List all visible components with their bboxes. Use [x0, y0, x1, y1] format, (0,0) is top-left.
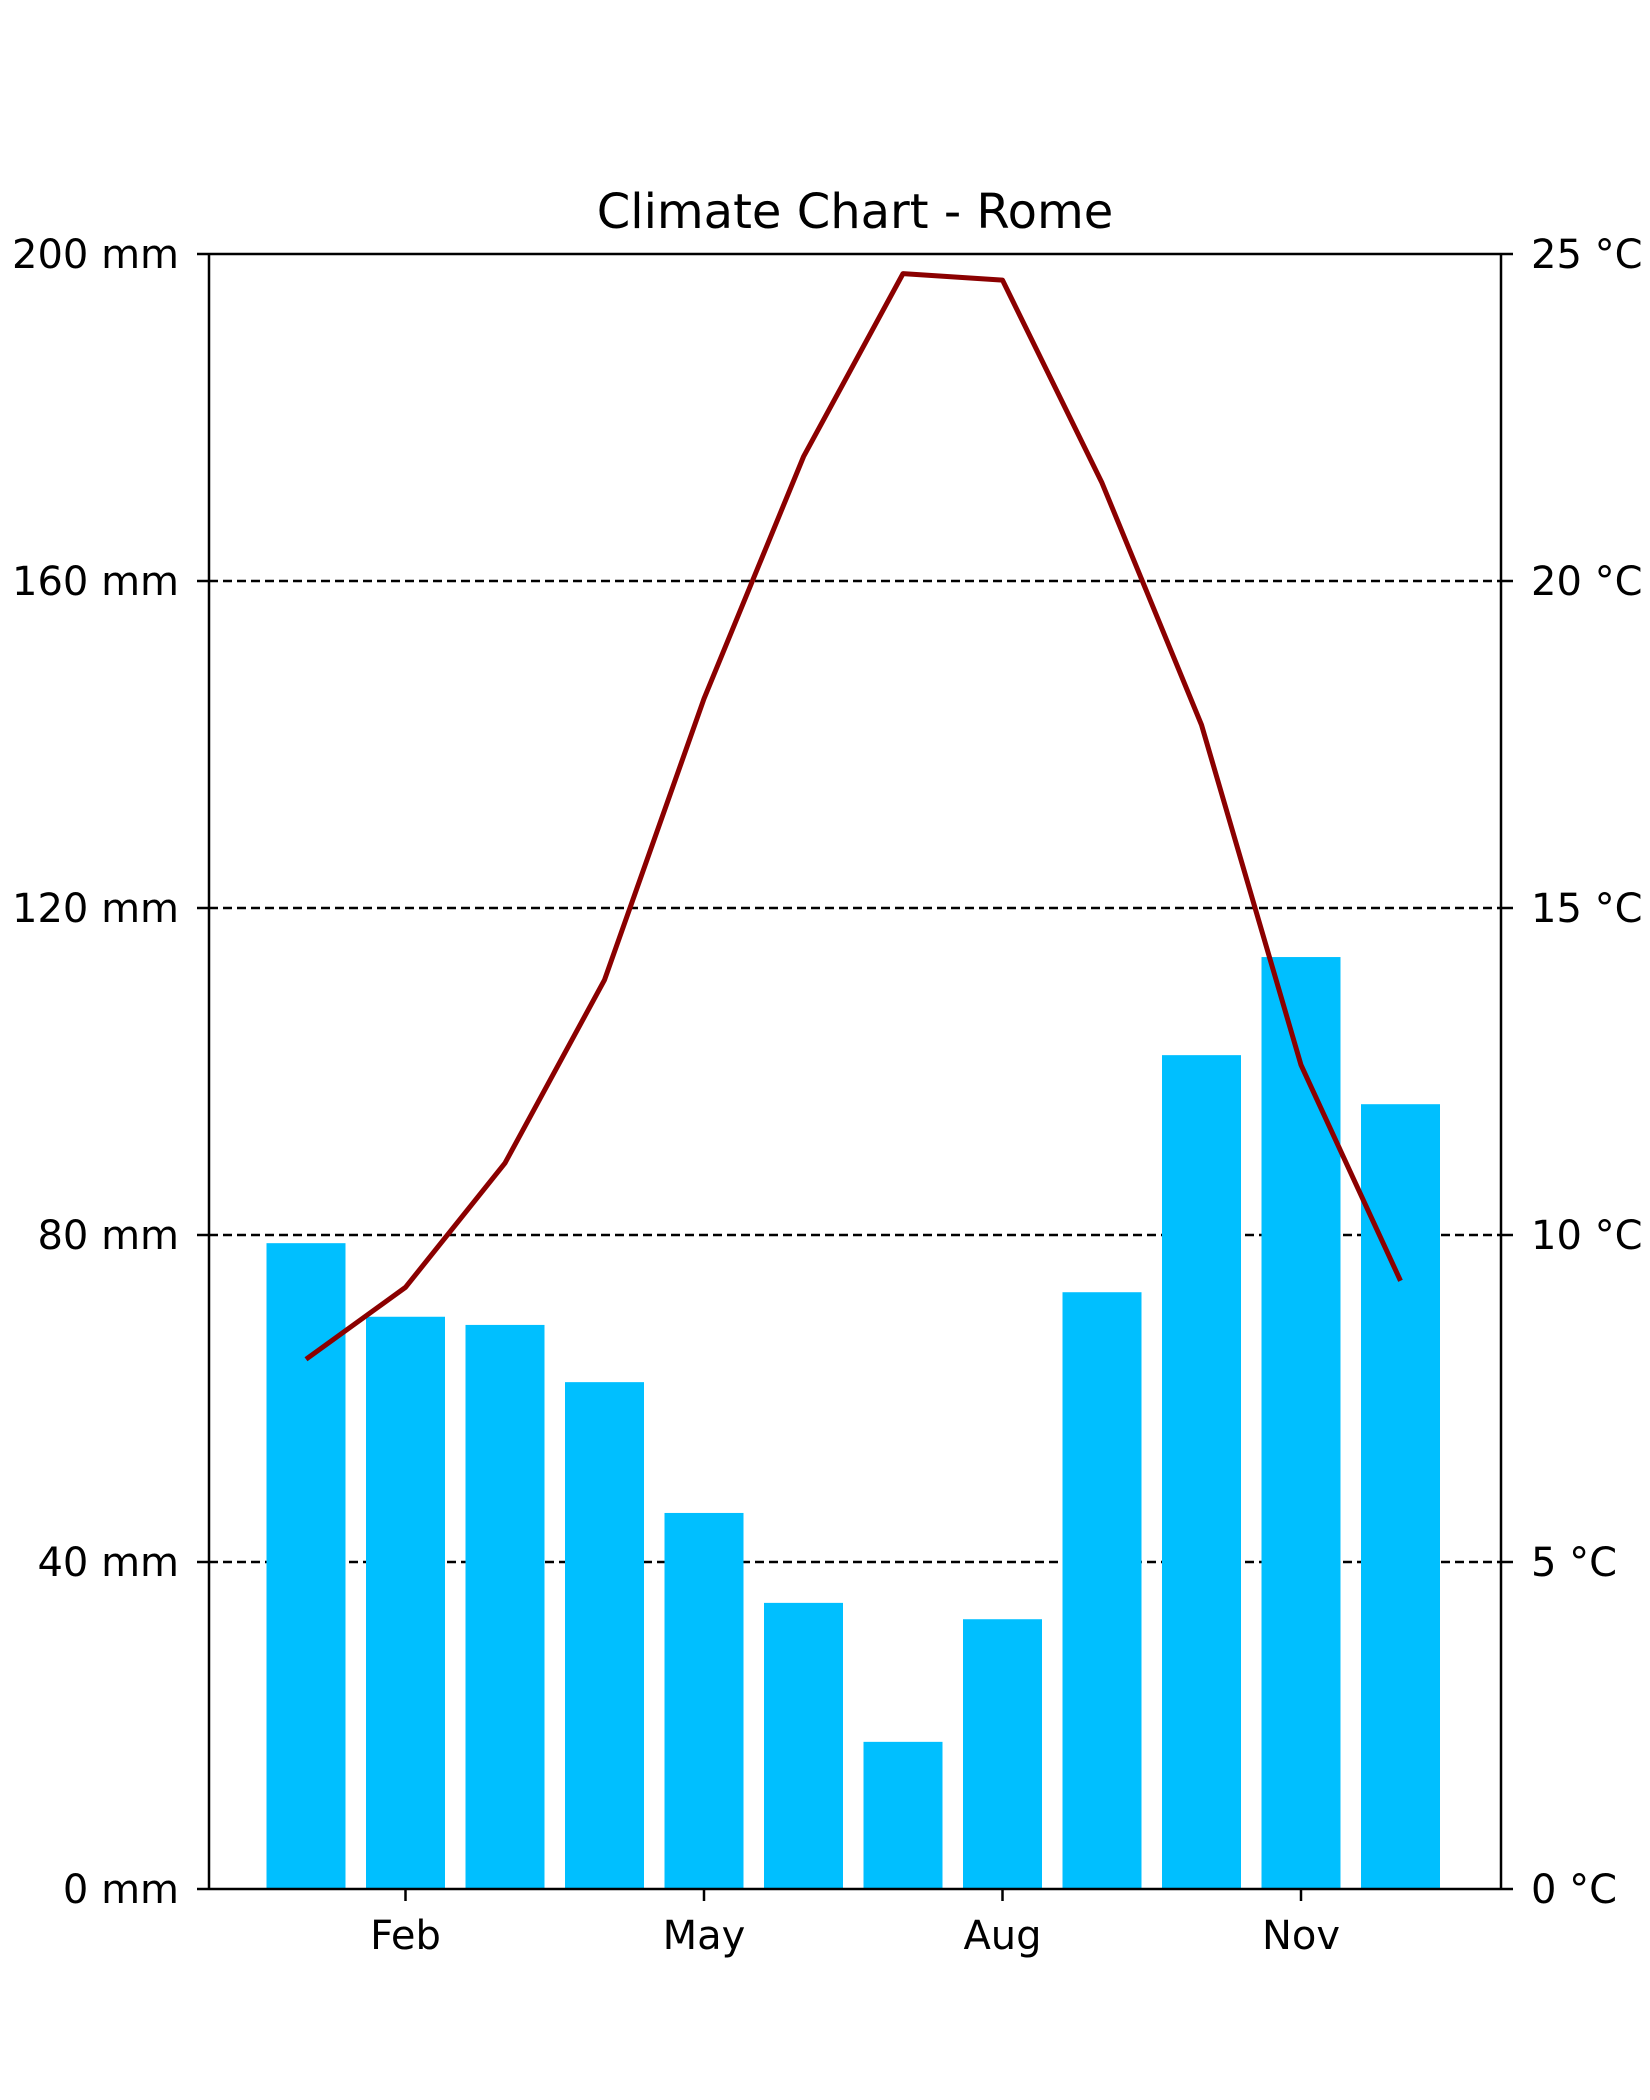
right-tick-label: 10 °C: [1531, 1213, 1643, 1259]
precip-bar: [963, 1619, 1042, 1889]
precip-bar: [1062, 1292, 1142, 1889]
precip-bar: [1361, 1104, 1440, 1889]
right-tick-label: 5 °C: [1531, 1540, 1617, 1586]
right-tick-label: 0 °C: [1531, 1867, 1617, 1913]
left-tick-label: 0 mm: [63, 1867, 179, 1913]
left-tick-label: 200 mm: [12, 232, 179, 278]
left-tick-label: 80 mm: [37, 1213, 179, 1259]
precipitation-bars: [266, 957, 1440, 1889]
x-axis-ticks: Feb May Aug Nov: [370, 1889, 1340, 1959]
precip-bar: [1261, 957, 1341, 1889]
x-tick-label: Nov: [1262, 1913, 1340, 1959]
right-tick-label: 15 °C: [1531, 886, 1643, 932]
precip-bar: [664, 1512, 744, 1889]
precip-bar: [366, 1316, 445, 1889]
temperature-line-path: [304, 271, 1403, 1362]
precip-bar: [764, 1602, 843, 1889]
precip-bar: [863, 1741, 943, 1889]
x-tick-label: Aug: [963, 1913, 1041, 1959]
precip-bar: [465, 1324, 545, 1889]
axes: [207, 252, 1503, 1891]
left-tick-label: 40 mm: [37, 1540, 179, 1586]
precip-bar: [1162, 1055, 1241, 1889]
chart-title: Climate Chart - Rome: [597, 184, 1114, 240]
right-axis-ticks: 0 °C 5 °C 10 °C 15 °C 20 °C 25 °C: [1501, 232, 1643, 1913]
precip-bar: [266, 1243, 346, 1889]
right-tick-label: 25 °C: [1531, 232, 1643, 278]
left-tick-label: 160 mm: [12, 559, 179, 605]
x-tick-label: Feb: [370, 1913, 441, 1959]
temperature-line: [304, 271, 1403, 1362]
left-tick-label: 120 mm: [12, 886, 179, 932]
right-tick-label: 20 °C: [1531, 559, 1643, 605]
left-axis-ticks: 0 mm 40 mm 80 mm 120 mm 160 mm 200 mm: [12, 232, 209, 1913]
x-tick-label: May: [663, 1913, 746, 1959]
precip-bar: [565, 1382, 644, 1889]
